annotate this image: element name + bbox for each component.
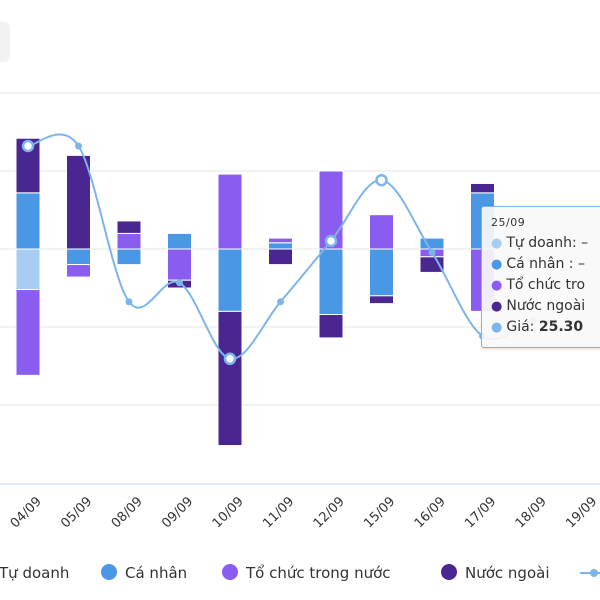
bar-tổ-chức-trong-nước — [66, 264, 91, 278]
tooltip-row-nuoc-ngoai: ● Nước ngoài — [482, 296, 600, 317]
x-tick-label: 15/09 — [361, 494, 398, 531]
price-point — [125, 298, 133, 306]
legend-item[interactable]: Cá nhân — [101, 564, 187, 582]
bar-cá-nhân — [318, 248, 344, 316]
x-tick-label: 10/09 — [210, 494, 247, 531]
tooltip-row-label: Tổ chức tro — [506, 277, 586, 293]
bar-cá-nhân — [15, 192, 41, 250]
bar-cá-nhân — [369, 248, 394, 297]
price-point — [375, 173, 388, 187]
legend-item[interactable]: Nước ngoài — [441, 564, 550, 582]
x-tick-label: 04/09 — [8, 494, 45, 531]
tooltip-dot-icon: ● — [491, 299, 503, 314]
tooltip-title: 25/09 — [491, 216, 526, 229]
x-tick-label: 09/09 — [159, 494, 196, 531]
price-point — [176, 279, 183, 287]
price-point — [277, 298, 284, 306]
bar-nước-ngoài — [419, 256, 445, 273]
legend-label: Nước ngoài — [465, 564, 550, 582]
panel-edge — [0, 22, 10, 62]
bar-nước-ngoài — [369, 295, 394, 305]
x-tick-label: 08/09 — [109, 494, 146, 531]
bar-nước-ngoài — [66, 154, 91, 250]
tooltip-row-tu-doanh: ● Tự doanh: – — [482, 233, 600, 254]
legend-item[interactable]: Giá — [580, 564, 600, 582]
legend-item[interactable]: Tổ chức trong nước — [222, 564, 391, 582]
bar-nước-ngoài — [268, 248, 293, 266]
price-point — [21, 139, 35, 153]
bar-nước-ngoài — [116, 220, 142, 234]
tooltip-price-value: 25.30 — [538, 319, 584, 335]
stacked-bars — [15, 137, 495, 447]
legend-label: Tự doanh — [0, 564, 69, 582]
price-point — [428, 248, 436, 256]
tooltip-dot-icon: ● — [491, 257, 503, 272]
x-tick-label: 12/09 — [311, 494, 348, 531]
x-axis-ticks: 04/09 05/09 08/09 09/09 10/09 11/09 12/09 15/09… — [8, 494, 600, 531]
bar-tổ-chức-trong-nước — [369, 214, 394, 250]
bar-nước-ngoài — [318, 314, 344, 339]
bar-tổ-chức-trong-nước — [116, 232, 142, 250]
bar-tổ-chức-trong-nước — [167, 248, 192, 281]
legend-label: Cá nhân — [125, 564, 187, 582]
bar-cá-nhân — [167, 232, 192, 250]
tooltip-row-label: Tự doanh: – — [506, 235, 589, 251]
price-line-path — [27, 133, 534, 360]
price-point — [75, 142, 82, 150]
legend-marker-icon — [590, 569, 598, 577]
tooltip-dot-icon: ● — [491, 278, 503, 293]
tooltip-dot-icon: ● — [491, 236, 503, 251]
x-tick-label: 16/09 — [412, 494, 449, 531]
tooltip-row-label: Giá: — [506, 319, 535, 335]
bar-cá-nhân — [268, 242, 293, 250]
x-tick-label: 17/09 — [462, 494, 499, 531]
price-line — [21, 133, 537, 366]
x-tick-label: 18/09 — [513, 494, 550, 531]
price-point — [223, 352, 237, 366]
tooltip-row-ca-nhan: ● Cá nhân : – — [482, 254, 600, 275]
bar-nước-ngoài — [470, 182, 495, 194]
price-point — [324, 234, 338, 248]
legend[interactable]: Tự doanh Cá nhân Tổ chức trong nước Nước ng… — [0, 564, 600, 582]
tooltip-row-label: Nước ngoài — [506, 298, 586, 314]
bar-cá-nhân — [217, 248, 243, 312]
legend-marker-icon — [222, 564, 238, 580]
legend-item[interactable]: Tự doanh — [0, 564, 69, 582]
bar-tổ-chức-trong-nước — [15, 289, 41, 376]
legend-label: Tổ chức trong nước — [245, 564, 391, 582]
legend-marker-icon — [101, 564, 117, 580]
x-tick-label: 11/09 — [260, 494, 297, 531]
tooltip-dot-icon: ● — [491, 320, 503, 335]
tooltip-row-gia: ● Giá: 25.30 — [482, 317, 600, 338]
bar-nước-ngoài — [217, 310, 243, 447]
bar-cá-nhân — [66, 248, 91, 266]
chart-tooltip: 25/09 ● Tự doanh: – ● Cá nhân : – ● Tổ chức… — [481, 206, 600, 348]
tooltip-row-label: Cá nhân : – — [506, 256, 585, 272]
bar-cá-nhân — [116, 248, 142, 266]
x-tick-label: 19/09 — [563, 494, 600, 531]
bar-tổ-chức-trong-nước — [268, 237, 293, 244]
bar-tổ-chức-trong-nước — [217, 173, 243, 250]
tooltip-row-to-chuc: ● Tổ chức tro — [482, 275, 600, 296]
bar-tự-doanh — [15, 248, 41, 291]
x-tick-label: 05/09 — [58, 494, 95, 531]
legend-marker-icon — [441, 564, 457, 580]
